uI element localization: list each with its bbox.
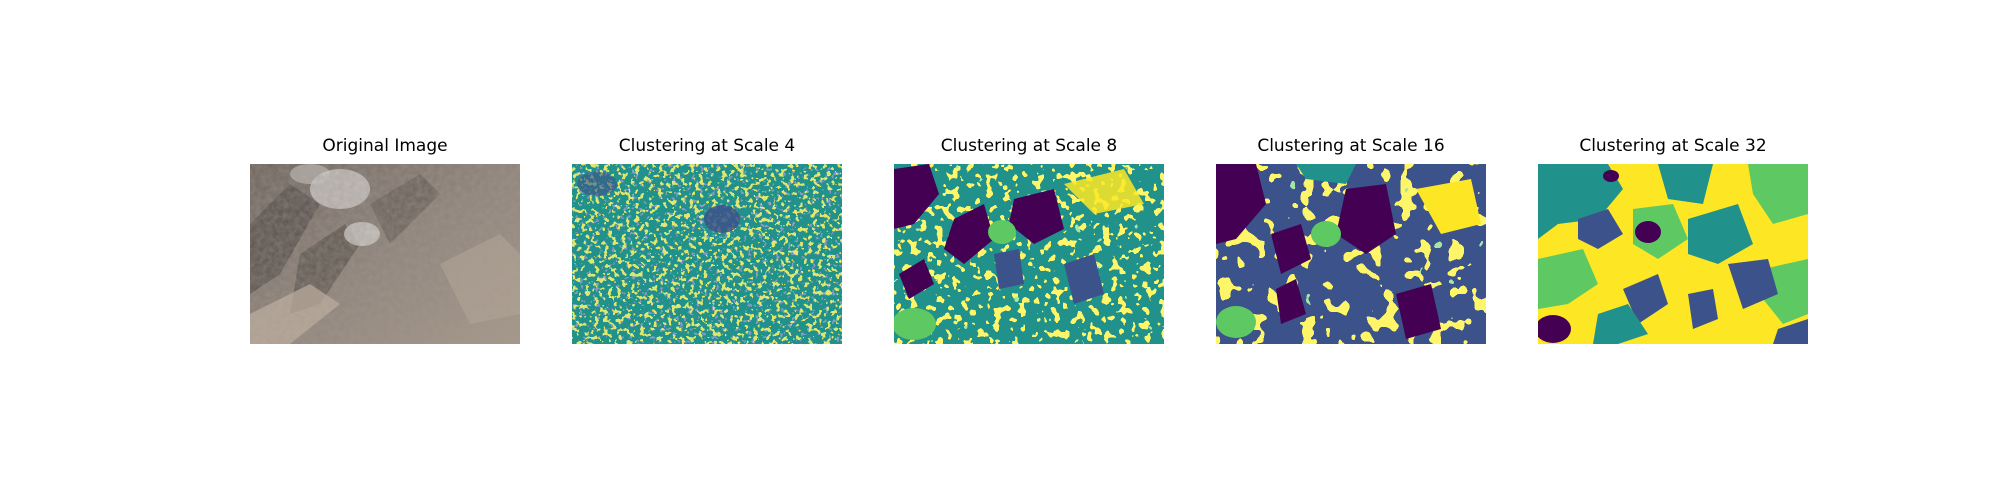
panel-title: Clustering at Scale 16 [1257,136,1445,156]
cluster-map-scale-4 [572,164,842,344]
cluster-map-scale-16 [1216,164,1486,344]
cluster-map-scale-32 [1538,164,1808,344]
panel-title: Clustering at Scale 8 [940,136,1118,156]
original-image [250,164,520,344]
panel-title: Clustering at Scale 32 [1579,136,1767,156]
panel-title: Original Image [322,136,448,156]
panel-title: Clustering at Scale 4 [618,136,796,156]
cluster-map-scale-8 [894,164,1164,344]
